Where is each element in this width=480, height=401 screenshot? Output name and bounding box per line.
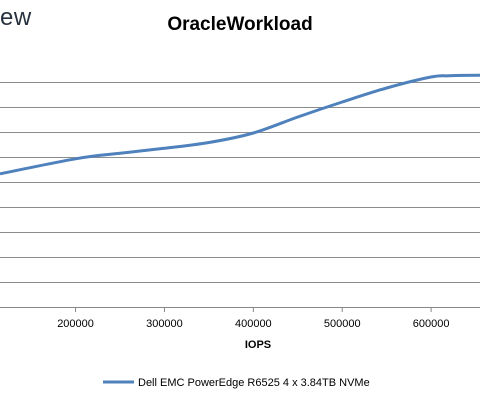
x-tick-label: 600000: [413, 318, 450, 330]
x-tick-label: 200000: [57, 318, 94, 330]
brand-logo-fragment: ew: [0, 4, 32, 31]
x-tick-label: 300000: [146, 318, 183, 330]
legend: Dell EMC PowerEdge R6525 4 x 3.84TB NVMe: [103, 377, 370, 389]
x-tick-labels: 200000 300000 400000 500000 600000: [57, 307, 449, 330]
x-tick-label: 400000: [235, 318, 272, 330]
x-axis-label: IOPS: [245, 339, 271, 351]
gridlines: [0, 82, 480, 308]
series-line-0: [0, 73, 480, 176]
series-layer: [0, 73, 480, 176]
x-tick-label: 500000: [324, 318, 361, 330]
chart-title: OracleWorkload: [167, 14, 313, 35]
legend-label: Dell EMC PowerEdge R6525 4 x 3.84TB NVMe: [138, 377, 370, 389]
